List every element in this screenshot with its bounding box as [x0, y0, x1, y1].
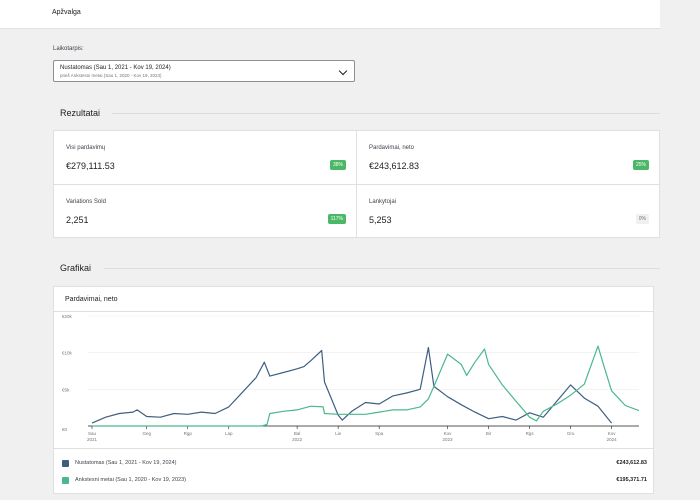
x-tick-label: Sau — [88, 431, 97, 436]
net-sales-chart-panel: Pardavimai, neto €20k €10k €5k €0 Sau 2021 Geg… — [53, 286, 654, 494]
stat-label: Variations Sold — [66, 199, 106, 205]
delta-badge: 25% — [632, 160, 649, 170]
x-tick-label: Kov — [608, 431, 617, 436]
stat-value: 2,251 — [66, 215, 89, 225]
x-tick-year: 2022 — [292, 437, 303, 442]
results-section-title: Rezultatai — [60, 108, 101, 118]
date-range-value: Nustatomas (Sau 1, 2021 - Kov 19, 2024) — [60, 65, 171, 71]
results-cards: Visi pardavimų €279,111.53 38% Pardavima… — [53, 130, 660, 238]
x-tick-label: Lap — [225, 431, 233, 436]
stat-card-net-sales[interactable]: Pardavimai, neto €243,612.83 25% — [357, 131, 659, 185]
legend-total: €195,371.71 — [616, 477, 647, 483]
x-tick-label: Spa — [375, 431, 384, 436]
delta-badge: 117% — [327, 214, 346, 224]
stat-card-variations-sold[interactable]: Variations Sold 2,251 117% — [54, 185, 356, 239]
x-tick-label: Bir — [486, 431, 492, 436]
x-tick-label: Gru — [567, 431, 575, 436]
results-divider — [112, 113, 660, 114]
compare-range-value: prieš Ankstesni metai (Sau 1, 2020 - Kov… — [60, 73, 162, 78]
delta-badge: 38% — [329, 160, 346, 170]
x-tick-year: 2021 — [87, 437, 98, 442]
legend-item-previous[interactable]: Ankstesni metai (Sau 1, 2020 - Kov 19, 2… — [62, 475, 647, 487]
stat-value: €243,612.83 — [369, 161, 420, 171]
x-tick-label: Bal — [294, 431, 301, 436]
legend-divider — [54, 448, 653, 449]
x-tick-label: Geg — [142, 431, 151, 436]
y-tick-label: €10k — [62, 351, 73, 356]
charts-section-title: Grafikai — [60, 263, 92, 273]
stat-card-total-sales[interactable]: Visi pardavimų €279,111.53 38% — [54, 131, 356, 185]
chevron-down-icon — [338, 66, 348, 76]
page-title: Apžvalga — [52, 9, 81, 16]
date-range-select[interactable]: Nustatomas (Sau 1, 2021 - Kov 19, 2024) … — [53, 60, 355, 82]
legend-total: €243,612.83 — [616, 460, 647, 466]
legend-swatch — [62, 460, 69, 467]
legend-label: Nustatomas (Sau 1, 2021 - Kov 19, 2024) — [75, 460, 177, 466]
series-line-current — [91, 346, 613, 424]
stat-label: Visi pardavimų — [66, 145, 106, 151]
x-tick-label: Kov — [444, 431, 453, 436]
top-bar: Apžvalga — [0, 0, 660, 29]
stat-value: 5,253 — [369, 215, 392, 225]
stat-value: €279,111.53 — [66, 161, 115, 171]
stat-card-visitors[interactable]: Lankytojai 5,253 0% — [357, 185, 659, 239]
x-tick-label: Rgp — [184, 431, 193, 436]
x-tick-year: 2023 — [443, 437, 454, 442]
legend-label: Ankstesni metai (Sau 1, 2020 - Kov 19, 2… — [75, 477, 186, 483]
date-range-label: Laikotarpis: — [53, 46, 84, 52]
stat-label: Lankytojai — [369, 199, 397, 205]
legend-swatch — [62, 477, 69, 484]
series-line-previous — [92, 345, 640, 427]
y-tick-label: €0 — [62, 427, 68, 432]
y-tick-label: €5k — [62, 387, 70, 392]
delta-badge: 0% — [635, 214, 649, 224]
stat-label: Pardavimai, neto — [369, 145, 415, 151]
chart-header-divider — [54, 311, 653, 312]
x-tick-label: Rgs — [526, 431, 535, 436]
charts-divider — [104, 268, 660, 269]
chart-title: Pardavimai, neto — [65, 296, 118, 303]
x-tick-year: 2024 — [607, 437, 618, 442]
y-tick-label: €20k — [62, 314, 73, 319]
legend-item-current[interactable]: Nustatomas (Sau 1, 2021 - Kov 19, 2024) … — [62, 458, 647, 470]
card-divider — [356, 131, 357, 237]
x-tick-label: Lie — [335, 431, 342, 436]
